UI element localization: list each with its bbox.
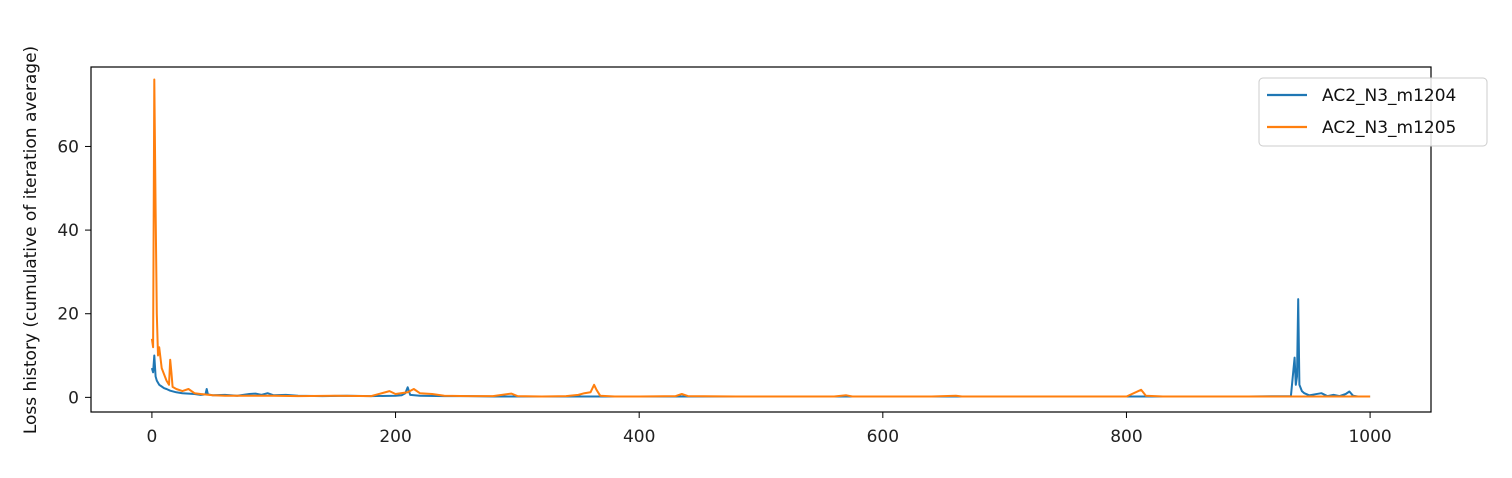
y-tick-label: 60 (57, 137, 79, 157)
series-line-ac2-n3-m1205 (150, 78, 1371, 398)
x-axis-ticks: 0 200 400 600 800 1000 (146, 412, 1392, 447)
y-tick-label: 40 (57, 221, 79, 241)
legend-label-ac2-n3-m1205: AC2_N3_m1205 (1322, 118, 1456, 138)
plot-area-frame (90, 66, 1432, 413)
y-axis-label: Loss history (cumulative of iteration av… (21, 46, 41, 434)
x-tick-label: 400 (623, 427, 655, 447)
series-line-ac2-n3-m1204 (150, 298, 1371, 398)
y-axis-ticks: 0 20 40 60 (57, 137, 91, 408)
x-tick-label: 800 (1110, 427, 1142, 447)
x-tick-label: 0 (146, 427, 157, 447)
y-tick-label: 0 (68, 388, 79, 408)
x-tick-label: 200 (379, 427, 411, 447)
x-tick-label: 600 (867, 427, 899, 447)
legend-box (1258, 77, 1488, 147)
legend-label-ac2-n3-m1204: AC2_N3_m1204 (1322, 86, 1456, 106)
legend: AC2_N3_m1204 AC2_N3_m1205 (1258, 77, 1488, 147)
x-tick-label: 1000 (1348, 427, 1391, 447)
y-tick-label: 20 (57, 305, 79, 325)
series-lines (150, 78, 1371, 398)
